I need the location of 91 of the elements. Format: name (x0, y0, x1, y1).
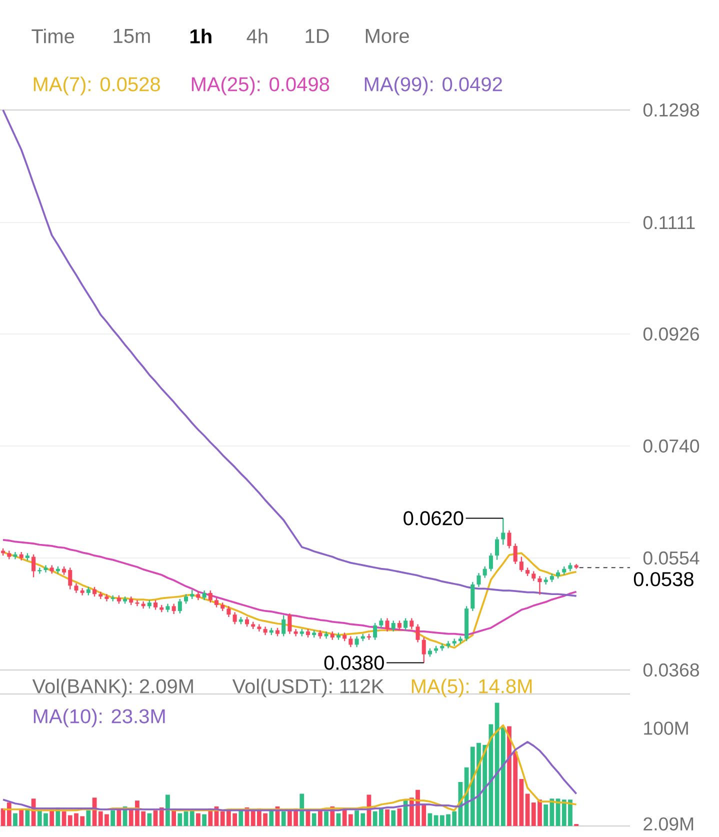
candlestick (495, 536, 500, 560)
candlestick (476, 572, 481, 588)
bar (428, 813, 432, 826)
candlestick (391, 620, 396, 632)
candlestick (214, 597, 219, 608)
bar (324, 811, 328, 826)
candlestick (154, 600, 158, 610)
candlestick (288, 612, 292, 634)
candlestick (354, 636, 359, 648)
candlestick (232, 612, 237, 625)
y-tick-label: 0.1111 (643, 216, 695, 230)
bar (238, 810, 244, 826)
text: 1D (306, 29, 329, 43)
annotation: Vol(USDT): 112K (232, 678, 384, 698)
bar (300, 794, 304, 826)
bar (13, 813, 18, 826)
candlestick (208, 590, 212, 604)
candlestick (373, 622, 378, 640)
y-tick-label: 0.0926 (643, 327, 699, 341)
bar (110, 810, 116, 826)
bar (153, 810, 158, 826)
bar (336, 813, 341, 826)
ref-line-label: 0.0538 (634, 572, 694, 586)
candlestick (404, 618, 408, 631)
bar (385, 809, 390, 826)
text: 15m (114, 29, 150, 44)
candlestick (416, 624, 420, 643)
candlestick (74, 582, 78, 594)
candlestick (513, 542, 518, 565)
bar (86, 810, 91, 826)
bar (318, 810, 322, 826)
text: MA(25): 0.0498 (192, 76, 330, 96)
candlestick (501, 518, 506, 546)
y-tick-label: 0.0368 (643, 663, 699, 677)
candlestick (202, 590, 206, 601)
candlestick (385, 618, 390, 632)
bar (500, 727, 506, 826)
series-label: MA(5): 14.8M (412, 678, 532, 698)
y-tick-label: 0.0740 (643, 439, 700, 453)
bar (19, 809, 24, 826)
candlestick (184, 594, 188, 604)
bar (62, 811, 66, 826)
candlestick (226, 606, 231, 618)
bar (525, 794, 530, 826)
candlestick (244, 616, 250, 628)
bar (403, 800, 408, 826)
y-tick-label: 2.09M (644, 817, 694, 831)
candlestick (178, 598, 182, 614)
candlestick (422, 636, 426, 664)
candlestick (397, 620, 402, 631)
candlestick (519, 556, 524, 572)
annotation: 0.0620 (404, 511, 464, 526)
candlestick (348, 636, 353, 648)
candlestick (482, 566, 487, 578)
candlestick (32, 554, 36, 578)
candlestick (538, 575, 542, 596)
bar (184, 811, 188, 826)
bar (172, 810, 176, 826)
bar (196, 813, 200, 826)
text: Time (32, 28, 74, 44)
text: 1h (190, 28, 212, 44)
bar (391, 810, 396, 826)
candlestick (507, 530, 512, 549)
y-tick-label: 0.0554 (643, 551, 700, 565)
candlestick (190, 589, 194, 600)
candlestick (135, 600, 140, 607)
bar (202, 814, 207, 826)
candlestick (488, 552, 493, 572)
candlestick (379, 618, 384, 628)
y-tick-label: 0.1298 (643, 103, 699, 117)
bar (312, 813, 316, 826)
annotation: Vol(BANK): 2.09M (32, 678, 193, 698)
candlestick (282, 614, 286, 637)
text: MA(99): 0.0492 (364, 76, 502, 96)
candlestick (172, 603, 176, 615)
text: More (366, 29, 409, 44)
bar (147, 813, 152, 826)
text: MA(10): 23.3M (34, 708, 165, 728)
candlestick (92, 586, 97, 598)
bar (281, 811, 286, 826)
candlestick (532, 570, 536, 582)
candlestick (110, 594, 115, 602)
bar (397, 808, 402, 826)
candlestick (68, 567, 72, 590)
bar (166, 794, 170, 826)
text: MA(7): 0.0528 (34, 76, 160, 96)
annotation: 0.0380 (324, 656, 384, 670)
y-tick-label: 100M (644, 722, 688, 735)
candlestick (410, 618, 414, 630)
text: 4h (246, 28, 268, 44)
bar (178, 813, 182, 826)
